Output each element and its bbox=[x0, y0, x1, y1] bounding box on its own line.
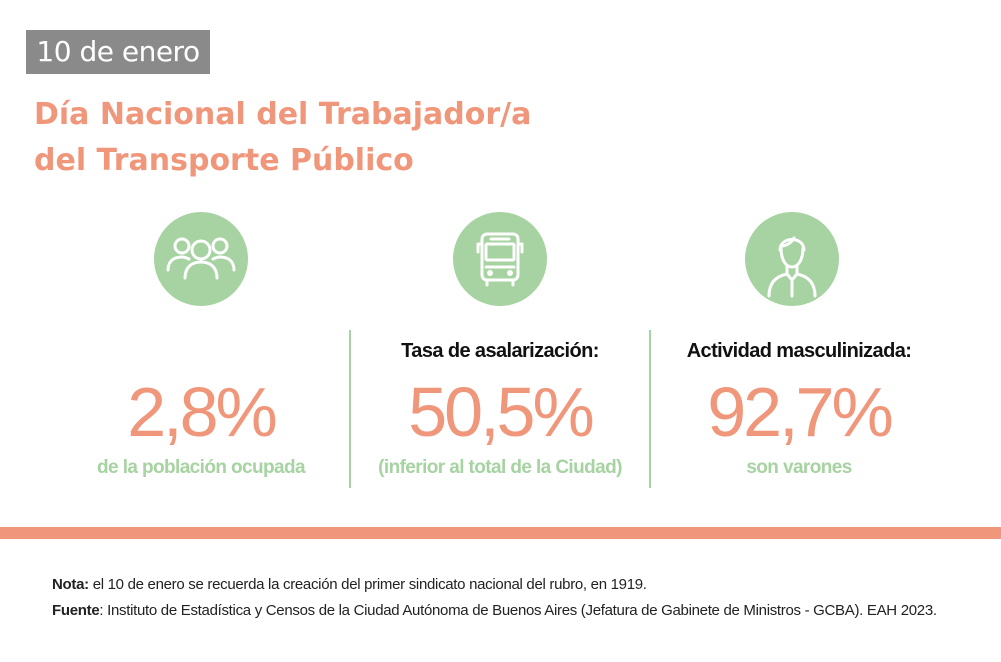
stat-caption: (inferior al total de la Ciudad) bbox=[378, 457, 622, 478]
stat-value: 50,5% bbox=[408, 373, 594, 451]
stat-caption: de la población ocupada bbox=[97, 457, 306, 478]
date-badge: 10 de enero bbox=[26, 30, 210, 74]
column-divider bbox=[349, 330, 351, 488]
stat-value: 2,8% bbox=[127, 373, 278, 451]
footer-source: Fuente: Instituto de Estadística y Censo… bbox=[52, 598, 992, 624]
source-text: : Instituto de Estadística y Censos de l… bbox=[99, 602, 937, 619]
stat-value: 92,7% bbox=[707, 373, 893, 451]
note-text: el 10 de enero se recuerda la creación d… bbox=[88, 576, 647, 593]
bus-icon bbox=[453, 212, 547, 306]
stat-heading: Tasa de asalarización: bbox=[401, 340, 599, 362]
stat-heading: Actividad masculinizada: bbox=[686, 340, 912, 362]
separator-bar bbox=[0, 527, 1001, 539]
column-divider bbox=[649, 330, 651, 488]
people-group-icon bbox=[154, 212, 248, 306]
man-icon bbox=[745, 212, 839, 306]
footer-note: Nota: el 10 de enero se recuerda la crea… bbox=[52, 572, 992, 598]
title-line-2: del Transporte Público bbox=[34, 143, 414, 178]
page-title: Día Nacional del Trabajador/a del Transp… bbox=[34, 92, 654, 184]
source-label: Fuente bbox=[52, 602, 100, 619]
note-label: Nota: bbox=[52, 576, 89, 593]
title-line-1: Día Nacional del Trabajador/a bbox=[34, 97, 532, 132]
footer-notes: Nota: el 10 de enero se recuerda la crea… bbox=[52, 572, 992, 624]
stat-caption: son varones bbox=[746, 457, 852, 478]
